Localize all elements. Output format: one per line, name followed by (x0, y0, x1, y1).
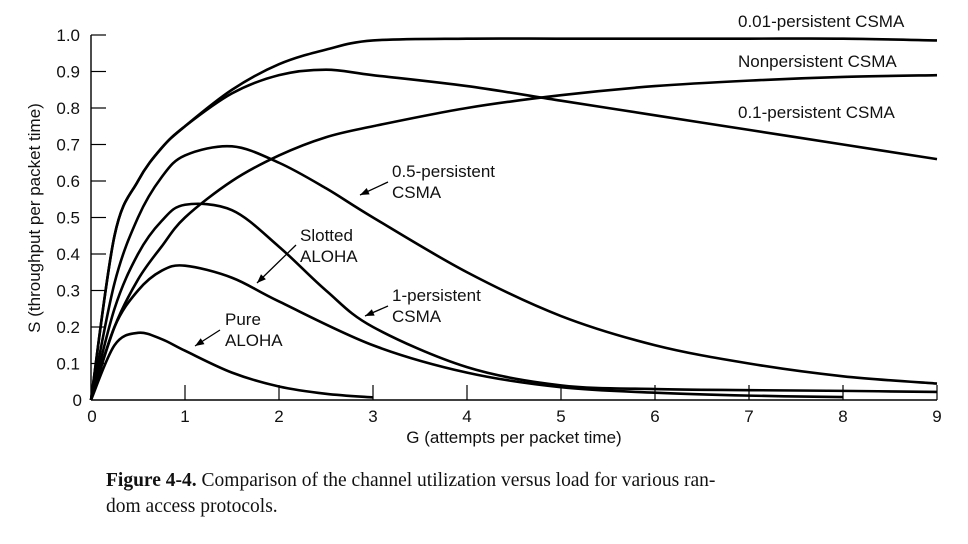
arrowhead-0-5-persistent-csma (360, 188, 370, 195)
y-tick-label: 0.4 (56, 245, 80, 264)
x-tick-label: 8 (838, 407, 847, 426)
chart: 0 0.1 0.2 0.3 0.4 0.5 0.6 0.7 0.8 0.9 1.0 0 1 2 3 4 5 6 7 8… (25, 12, 942, 447)
x-tick-label: 2 (274, 407, 283, 426)
curve-labels: Pure ALOHA Slotted ALOHA 1-persistent CSMA 0.5… (194, 12, 905, 350)
x-tick-label: 0 (87, 407, 96, 426)
y-tick-label: 0.1 (56, 355, 80, 374)
label-slotted-aloha: Slotted (300, 226, 353, 245)
caption-text-line2: dom access protocols. (106, 496, 278, 517)
curve-nonpersistent-csma (89, 73, 938, 401)
y-tick-label: 0.8 (56, 99, 80, 118)
curve-pure-aloha (89, 331, 374, 401)
label-1-persistent-csma: 1-persistent (392, 286, 481, 305)
curve-1-persistent-csma (89, 202, 938, 401)
x-tick-label: 7 (744, 407, 753, 426)
label-0-5-persistent-csma: 0.5-persistent (392, 162, 495, 181)
arrowhead-1-persistent-csma (365, 309, 375, 316)
caption-text: Comparison of the channel utilization ve… (201, 470, 716, 491)
curve-slotted-aloha (89, 264, 844, 401)
x-tick-label: 3 (368, 407, 377, 426)
label-1-persistent-csma: CSMA (392, 307, 442, 326)
figure-label: Figure 4-4. (106, 470, 197, 491)
figure-caption: Figure 4-4. Comparison of the channel ut… (106, 468, 866, 520)
y-axis-title: S (throughput per packet time) (25, 103, 44, 333)
label-slotted-aloha: ALOHA (300, 247, 358, 266)
y-tick-label: 0.3 (56, 282, 80, 301)
label-nonpersistent-csma: Nonpersistent CSMA (738, 52, 897, 71)
y-tick-label: 1.0 (56, 26, 80, 45)
x-tick-label: 1 (180, 407, 189, 426)
label-0-5-persistent-csma: CSMA (392, 183, 442, 202)
curve-0-5-persistent-csma (89, 144, 938, 401)
label-pure-aloha: Pure (225, 310, 261, 329)
y-tick-label: 0.7 (56, 136, 80, 155)
y-tick-label: 0.2 (56, 318, 80, 337)
x-tick-label: 9 (932, 407, 941, 426)
curve-0-01-persistent-csma (89, 37, 938, 401)
y-tick-label: 0 (73, 391, 82, 410)
arrowhead-pure-aloha (195, 338, 205, 346)
y-tick-label: 0.5 (56, 209, 80, 228)
x-axis-title: G (attempts per packet time) (406, 428, 621, 447)
arrowhead-slotted-aloha (257, 274, 266, 283)
axes: 0 0.1 0.2 0.3 0.4 0.5 0.6 0.7 0.8 0.9 1.0 0 1 2 3 4 5 6 7 8… (56, 26, 941, 426)
y-tick-label: 0.6 (56, 172, 80, 191)
x-tick-label: 4 (462, 407, 471, 426)
x-tick-label: 5 (556, 407, 565, 426)
arrow-slotted-aloha (256, 244, 297, 284)
y-tick-label: 0.9 (56, 63, 80, 82)
curves (89, 37, 938, 401)
x-tick-label: 6 (650, 407, 659, 426)
label-pure-aloha: ALOHA (225, 331, 283, 350)
label-0-1-persistent-csma: 0.1-persistent CSMA (738, 103, 895, 122)
label-0-01-persistent-csma: 0.01-persistent CSMA (738, 12, 905, 31)
